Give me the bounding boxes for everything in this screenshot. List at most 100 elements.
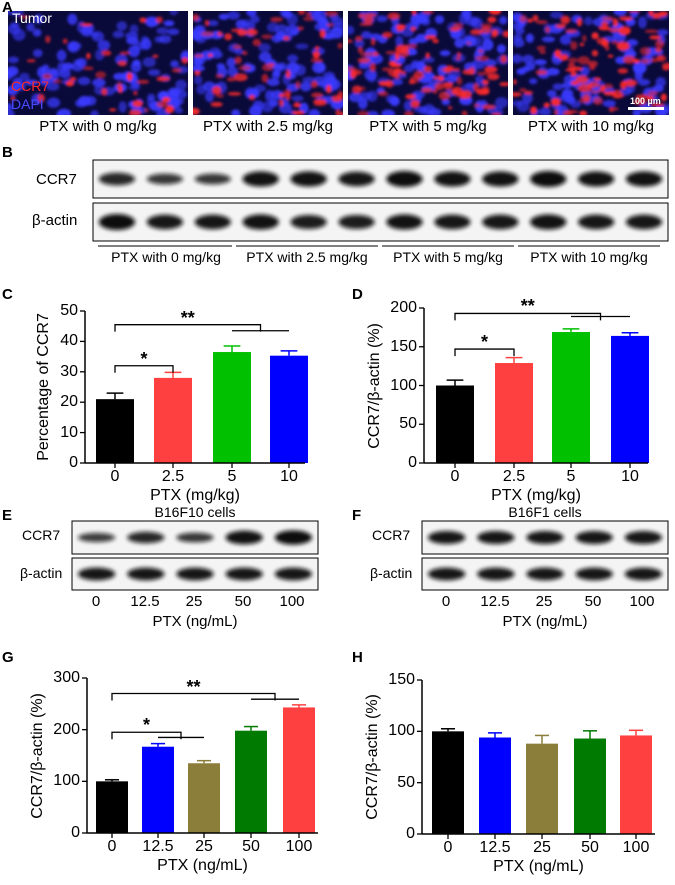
dapi-nucleus <box>652 84 664 93</box>
ccr7-signal <box>128 109 142 115</box>
ccr7-signal <box>156 76 171 82</box>
significance-label: * <box>142 715 151 736</box>
ccr7-signal <box>295 80 301 89</box>
dapi-nucleus <box>235 19 247 29</box>
dapi-nucleus <box>205 90 214 103</box>
ccr7-signal <box>378 81 392 87</box>
ccr7-signal <box>523 90 533 95</box>
dapi-nucleus <box>499 16 508 25</box>
bar <box>142 746 174 833</box>
dapi-nucleus <box>525 33 534 43</box>
y-tick-label: 100 <box>390 376 417 394</box>
ccr7-signal <box>555 23 567 29</box>
ccr7-signal <box>293 102 301 108</box>
dapi-nucleus <box>348 25 355 35</box>
ccr7-signal <box>311 80 318 88</box>
dapi-stain-label: DAPI <box>11 96 44 112</box>
ccr7-signal <box>656 55 665 61</box>
blot-f-actin <box>421 557 669 591</box>
ccr7-signal <box>570 70 577 77</box>
ccr7-signal <box>356 86 366 91</box>
ccr7-signal <box>425 52 430 59</box>
bar <box>574 738 606 834</box>
ccr7-signal <box>545 26 550 33</box>
panel-letter-d: D <box>352 286 363 303</box>
ccr7-signal <box>319 29 326 39</box>
dapi-nucleus <box>8 23 21 35</box>
ccr7-signal <box>335 109 341 115</box>
ccr7-signal <box>234 56 242 65</box>
blot-e-ccr7 <box>71 520 319 555</box>
ccr7-signal <box>424 35 437 40</box>
y-tick-label: 150 <box>390 337 417 355</box>
ccr7-signal <box>482 85 490 94</box>
ccr7-signal <box>155 16 163 24</box>
ccr7-signal <box>434 82 444 91</box>
dapi-nucleus <box>408 37 420 45</box>
f-row-label-actin: β-actin <box>370 565 413 581</box>
dapi-nucleus <box>630 11 639 19</box>
ccr7-signal <box>577 56 590 65</box>
ccr7-signal <box>579 97 591 104</box>
dapi-nucleus <box>112 30 125 39</box>
significance-label: * <box>140 348 148 369</box>
ccr7-signal <box>611 40 619 45</box>
dapi-nucleus <box>226 57 236 68</box>
ccr7-signal <box>390 63 402 68</box>
ccr7-signal <box>422 11 435 14</box>
ccr7-signal <box>591 49 599 57</box>
ccr7-signal <box>616 41 630 51</box>
ccr7-signal <box>513 92 522 97</box>
ccr7-signal <box>357 110 370 115</box>
dapi-nucleus <box>175 89 188 100</box>
x-axis-label: PTX (ng/mL) <box>493 858 584 875</box>
dapi-nucleus <box>227 11 240 20</box>
ccr7-signal <box>601 21 609 27</box>
dapi-nucleus <box>170 60 179 68</box>
ccr7-signal <box>86 52 91 60</box>
ccr7-signal <box>207 53 213 57</box>
dapi-nucleus <box>24 79 39 86</box>
dapi-nucleus <box>129 24 139 35</box>
ccr7-signal <box>662 67 669 71</box>
blot-band <box>482 214 519 230</box>
dapi-nucleus <box>32 49 43 58</box>
dapi-nucleus <box>561 82 572 89</box>
blot-band <box>577 171 615 187</box>
ccr7-signal <box>305 12 311 17</box>
ccr7-signal <box>350 69 362 76</box>
dapi-nucleus <box>67 13 78 25</box>
dapi-nucleus <box>291 95 304 102</box>
e-xlabel: PTX (ng/mL) <box>152 613 238 630</box>
dapi-nucleus <box>10 11 24 17</box>
blot-band <box>98 172 136 186</box>
x-tick-label: 0 <box>107 838 117 855</box>
y-axis-label: CCR7/β-actin (%) <box>29 692 47 819</box>
dapi-nucleus <box>252 100 264 111</box>
dapi-nucleus <box>331 17 343 26</box>
dapi-nucleus <box>482 39 494 51</box>
ccr7-signal <box>536 45 546 51</box>
dapi-nucleus <box>410 13 423 26</box>
ccr7-signal <box>608 28 622 33</box>
dapi-nucleus <box>516 100 530 113</box>
dapi-nucleus <box>637 78 651 86</box>
ccr7-signal <box>482 79 489 85</box>
dapi-nucleus <box>245 88 259 99</box>
ccr7-signal <box>603 83 614 89</box>
bar <box>235 730 267 833</box>
ccr7-signal <box>359 22 374 26</box>
blot-frame <box>92 159 669 199</box>
dapi-nucleus <box>46 97 61 108</box>
ccr7-signal <box>26 59 36 63</box>
ccr7-signal <box>421 87 433 93</box>
ccr7-signal <box>325 11 338 17</box>
chart-C <box>80 310 308 468</box>
ccr7-signal <box>571 66 584 71</box>
ccr7-signal <box>313 98 327 104</box>
blot-band <box>434 171 471 187</box>
dapi-nucleus <box>46 82 60 91</box>
dapi-nucleus <box>154 36 165 43</box>
dapi-nucleus <box>464 36 477 47</box>
